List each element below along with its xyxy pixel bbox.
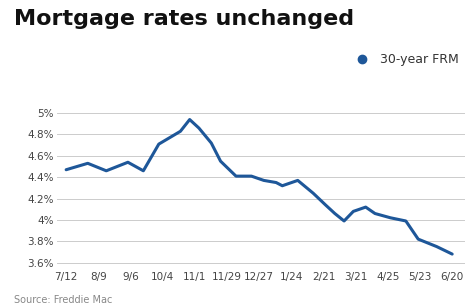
Text: Source: Freddie Mac: Source: Freddie Mac xyxy=(14,295,113,305)
Text: Mortgage rates unchanged: Mortgage rates unchanged xyxy=(14,9,355,29)
Legend: 30-year FRM: 30-year FRM xyxy=(349,53,458,66)
